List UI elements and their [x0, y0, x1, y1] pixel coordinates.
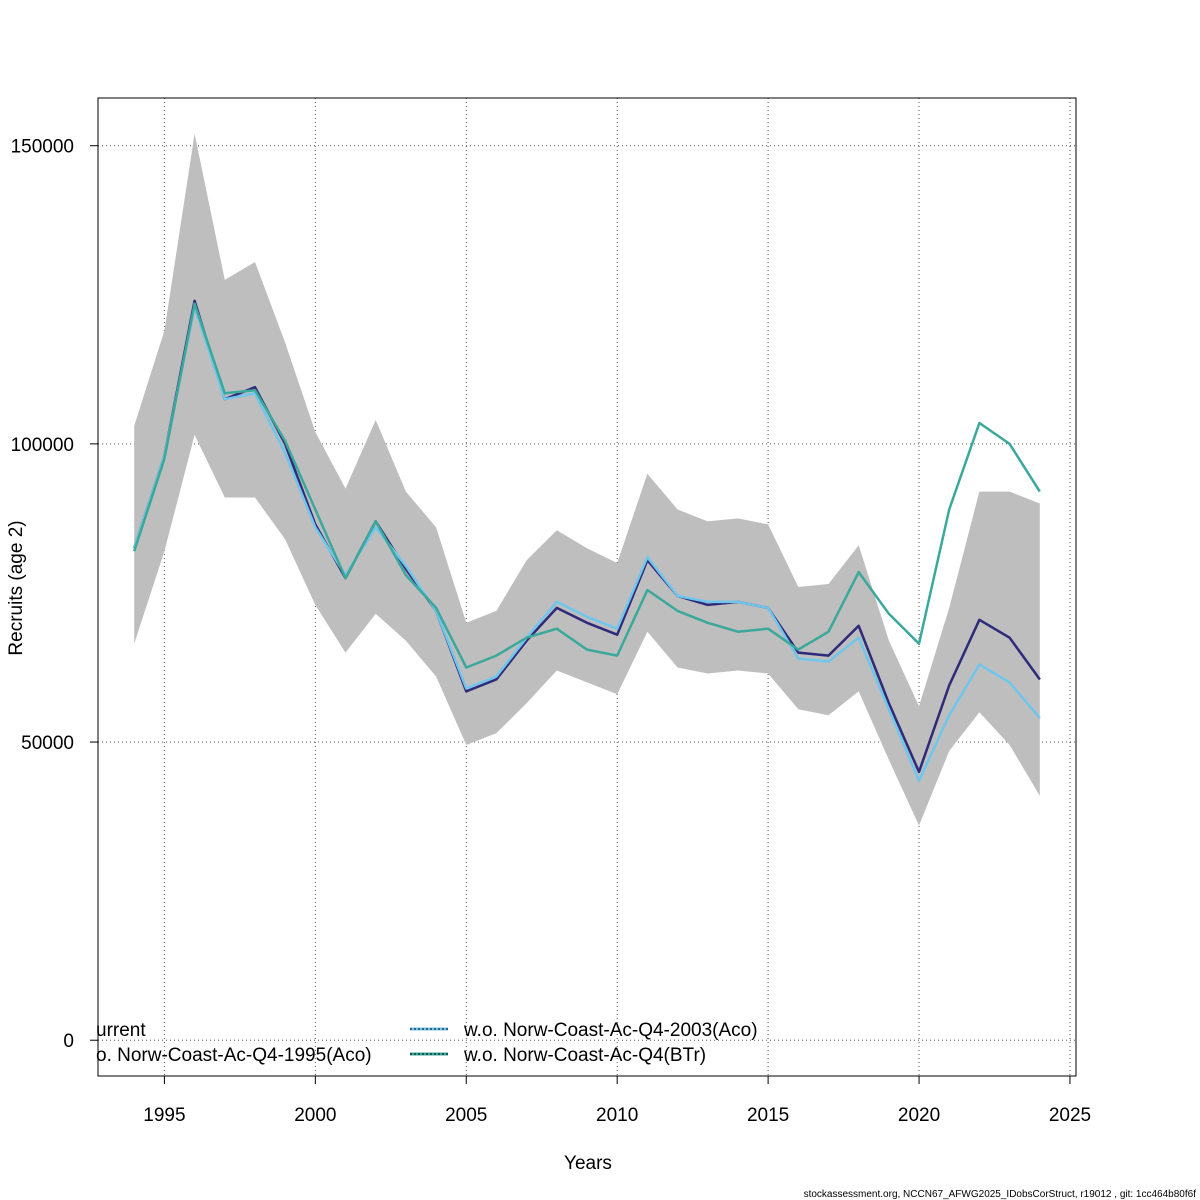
- legend-label-wo-2003: w.o. Norw-Coast-Ac-Q4-2003(Aco): [463, 1020, 758, 1041]
- series-line-2: [133, 305, 1041, 783]
- x-tick-label: 1995: [143, 1105, 185, 1126]
- x-tick-label: 2005: [445, 1105, 487, 1126]
- y-tick-label: 50000: [21, 733, 74, 754]
- axis-layer: 1995 2000 2005 2010 2015 2020 2025 0 50000 100000…: [11, 137, 1092, 1126]
- legend-label-wo-btr: w.o. Norw-Coast-Ac-Q4(BTr): [463, 1045, 706, 1066]
- x-tick-label: 2020: [898, 1105, 940, 1126]
- x-tick-label: 2000: [294, 1105, 336, 1126]
- series-line-3: [133, 302, 1041, 669]
- plot-frame: [97, 97, 1077, 1077]
- y-tick-label: 0: [63, 1031, 74, 1052]
- series-layer: [133, 299, 1041, 783]
- confidence-band: [134, 133, 1040, 826]
- x-tick-label: 2025: [1049, 1105, 1091, 1126]
- confidence-band-layer: [134, 133, 1040, 826]
- x-axis-title: Years: [564, 1153, 612, 1174]
- x-tick-label: 2015: [747, 1105, 789, 1126]
- y-tick-label: 100000: [11, 435, 74, 456]
- legend: urrent o. Norw-Coast-Ac-Q4-1995(Aco) w.o…: [96, 1020, 758, 1066]
- legend-label-wo-1995: o. Norw-Coast-Ac-Q4-1995(Aco): [96, 1045, 372, 1066]
- footer-credit: stockassessment.org, NCCN67_AFWG2025_IDo…: [804, 1189, 1197, 1200]
- legend-label-current: urrent: [96, 1020, 146, 1041]
- x-tick-label: 2010: [596, 1105, 638, 1126]
- y-axis-title: Recruits (age 2): [6, 520, 27, 655]
- y-tick-label: 150000: [11, 137, 74, 158]
